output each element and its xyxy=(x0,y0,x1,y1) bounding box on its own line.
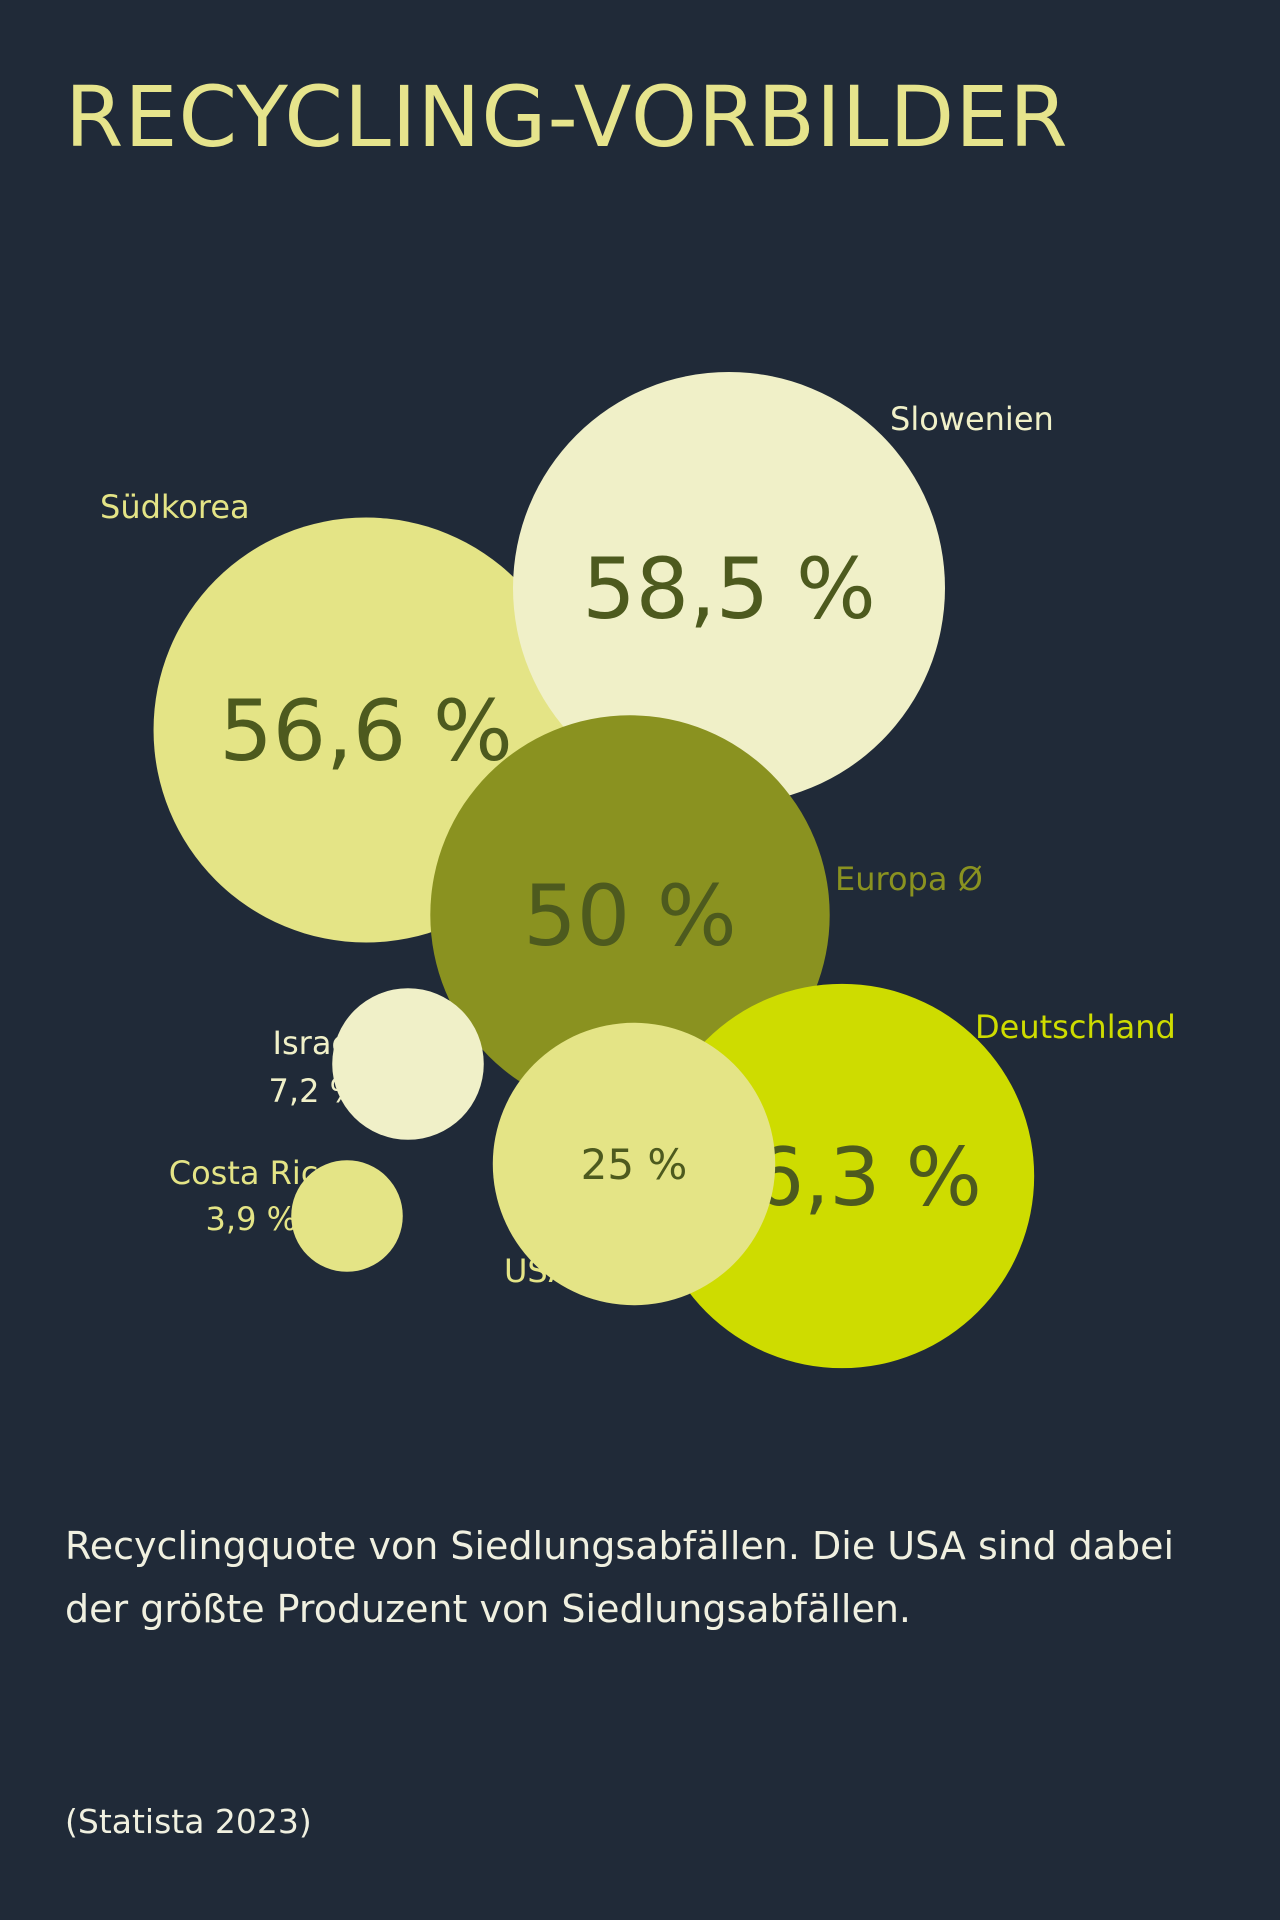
bubble-europa-avg xyxy=(430,715,830,1115)
name-label-costa-rica: Costa Rica xyxy=(169,1154,338,1192)
bubble-israel xyxy=(332,988,484,1140)
value-label-europa-avg: 50 % xyxy=(523,867,736,965)
value-label-slowenien: 58,5 % xyxy=(582,540,876,638)
name-label-europa-avg: Europa Ø xyxy=(835,860,983,898)
value-label-costa-rica: 3,9 % xyxy=(206,1200,297,1238)
chart-source: (Statista 2023) xyxy=(65,1802,312,1841)
value-label-suedkorea: 56,6 % xyxy=(219,682,513,780)
chart-caption: Recyclingquote von Siedlungsabfällen. Di… xyxy=(65,1524,1175,1631)
value-label-israel: 7,2 % xyxy=(269,1072,360,1110)
bubble-costa-rica xyxy=(291,1160,403,1272)
name-label-deutschland: Deutschland xyxy=(975,1008,1176,1046)
name-label-suedkorea: Südkorea xyxy=(100,488,250,526)
bubble-slowenien xyxy=(513,372,945,804)
value-label-usa: 25 % xyxy=(581,1140,688,1189)
name-label-usa: USA xyxy=(504,1252,570,1290)
name-label-slowenien: Slowenien xyxy=(890,400,1054,438)
bubble-usa xyxy=(492,1022,776,1306)
name-label-israel: Israel xyxy=(273,1024,360,1062)
chart-title: RECYCLING-VORBILDER xyxy=(65,68,1069,166)
